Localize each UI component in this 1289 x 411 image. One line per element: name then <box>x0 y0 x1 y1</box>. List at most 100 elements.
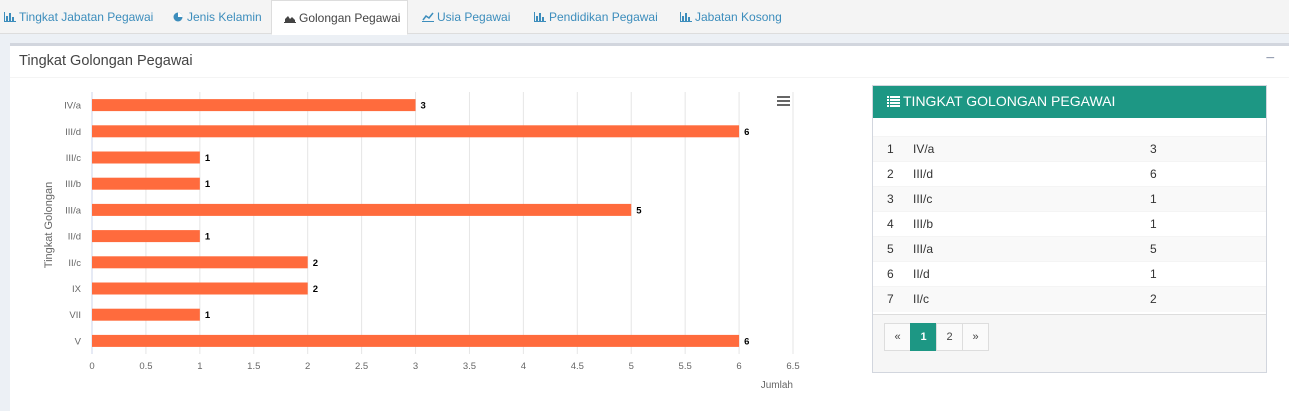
tab-usia-pegawai[interactable]: Usia Pegawai <box>422 0 512 34</box>
row-golongan: III/b <box>913 211 1150 237</box>
pie-chart-icon <box>173 12 183 22</box>
panel-header: Tingkat Golongan Pegawai − <box>10 46 1289 78</box>
bar[interactable] <box>92 203 632 216</box>
row-jumlah: 5 <box>1150 236 1266 262</box>
x-tick-label: 5 <box>629 361 634 372</box>
row-jumlah: 1 <box>1150 211 1266 237</box>
pagination-next[interactable]: » <box>962 323 989 351</box>
collapse-button[interactable]: − <box>1265 50 1275 67</box>
table-box-footer: « 1 2 » <box>873 314 1266 372</box>
tab-tingkat-jabatan-pegawai[interactable]: Tingkat Jabatan Pegawai <box>4 0 153 34</box>
table-row: 7 II/c 2 <box>873 286 1266 312</box>
golongan-table-box: TINGKAT GOLONGAN PEGAWAI 1 IV/a 3 2 III/d 6 3 I… <box>872 85 1267 373</box>
y-tick-label: III/b <box>65 179 81 190</box>
pagination-page-2[interactable]: 2 <box>936 323 963 351</box>
bar-data-label: 3 <box>421 101 426 112</box>
table-row: 6 II/d 1 <box>873 261 1266 287</box>
x-tick-label: 5.5 <box>679 361 692 372</box>
tab-label: Tingkat Jabatan Pegawai <box>19 10 154 24</box>
table-box-title: TINGKAT GOLONGAN PEGAWAI <box>903 93 1116 109</box>
chart-menu-icon[interactable] <box>777 96 790 106</box>
row-golongan: III/d <box>913 161 1150 187</box>
tab-bar: Tingkat Jabatan Pegawai Jenis Kelamin Golo… <box>0 0 1289 35</box>
table-box-header: TINGKAT GOLONGAN PEGAWAI <box>873 86 1266 118</box>
row-jumlah: 6 <box>1150 161 1266 187</box>
panel-title: Tingkat Golongan Pegawai <box>19 53 193 69</box>
bar-data-label: 2 <box>313 258 318 269</box>
row-jumlah: 1 <box>1150 261 1266 287</box>
bar-data-label: 6 <box>744 127 749 138</box>
line-chart-icon <box>422 12 434 22</box>
bar-chart-icon <box>680 12 692 22</box>
table-row: 1 IV/a 3 <box>873 136 1266 162</box>
x-tick-label: 3 <box>413 361 418 372</box>
golongan-table: 1 IV/a 3 2 III/d 6 3 III/c 1 4 III/b 1 5 III/a 5 6 II/d 1… <box>873 136 1266 312</box>
row-number: 3 <box>873 186 913 212</box>
table-row: 2 III/d 6 <box>873 161 1266 187</box>
row-number: 2 <box>873 161 913 187</box>
bar[interactable] <box>92 99 416 112</box>
bar[interactable] <box>92 256 308 269</box>
bar-data-label: 1 <box>205 232 211 243</box>
row-jumlah: 1 <box>1150 186 1266 212</box>
tab-label: Usia Pegawai <box>437 10 511 24</box>
row-jumlah: 2 <box>1150 286 1266 312</box>
bar-chart-icon <box>4 12 16 22</box>
bar[interactable] <box>92 230 200 243</box>
pagination-prev[interactable]: « <box>884 323 911 351</box>
tab-label: Pendidikan Pegawai <box>549 10 658 24</box>
x-tick-label: 6 <box>736 361 741 372</box>
bar-data-label: 6 <box>744 336 749 347</box>
y-tick-label: III/c <box>66 153 82 164</box>
y-tick-label: V <box>75 336 82 347</box>
row-golongan: III/c <box>913 186 1150 212</box>
row-jumlah: 3 <box>1150 136 1266 162</box>
bar-data-label: 2 <box>313 284 318 295</box>
row-golongan: II/c <box>913 286 1150 312</box>
x-tick-label: 3.5 <box>463 361 476 372</box>
row-number: 1 <box>873 136 913 162</box>
tab-jenis-kelamin[interactable]: Jenis Kelamin <box>172 0 262 34</box>
y-tick-label: II/c <box>68 258 81 269</box>
bar[interactable] <box>92 125 740 138</box>
row-golongan: III/a <box>913 236 1150 262</box>
row-golongan: II/d <box>913 261 1150 287</box>
bar[interactable] <box>92 282 308 295</box>
row-number: 4 <box>873 211 913 237</box>
area-chart-icon <box>284 16 296 23</box>
table-row: 5 III/a 5 <box>873 236 1266 262</box>
bar[interactable] <box>92 308 200 321</box>
x-axis-title: Jumlah <box>761 380 793 391</box>
tab-label: Jenis Kelamin <box>187 10 262 24</box>
pagination: « 1 2 » <box>884 323 989 351</box>
y-tick-label: III/a <box>65 205 82 216</box>
x-tick-label: 4 <box>521 361 526 372</box>
bar-data-label: 1 <box>205 310 211 321</box>
tab-jabatan-kosong[interactable]: Jabatan Kosong <box>680 0 782 34</box>
x-tick-label: 1 <box>197 361 202 372</box>
x-tick-label: 1.5 <box>247 361 260 372</box>
pagination-page-1[interactable]: 1 <box>910 323 937 351</box>
row-golongan: IV/a <box>913 136 1150 162</box>
y-tick-label: IV/a <box>64 101 82 112</box>
x-tick-label: 4.5 <box>571 361 584 372</box>
x-tick-label: 6.5 <box>786 361 799 372</box>
table-row: 4 III/b 1 <box>873 211 1266 237</box>
bar[interactable] <box>92 151 200 164</box>
tab-pendidikan-pegawai[interactable]: Pendidikan Pegawai <box>534 0 658 34</box>
y-tick-label: VII <box>69 310 81 321</box>
tab-golongan-pegawai[interactable]: Golongan Pegawai <box>271 0 408 35</box>
tab-label: Jabatan Kosong <box>695 10 782 24</box>
y-axis-title: Tingkat Golongan <box>43 182 55 268</box>
tab-label: Golongan Pegawai <box>299 11 401 25</box>
y-tick-label: III/d <box>65 127 81 138</box>
bar-data-label: 5 <box>636 205 642 216</box>
y-tick-label: IX <box>72 284 82 295</box>
list-icon <box>887 96 900 107</box>
row-number: 6 <box>873 261 913 287</box>
x-tick-label: 2 <box>305 361 310 372</box>
table-row: 3 III/c 1 <box>873 186 1266 212</box>
bar[interactable] <box>92 177 200 190</box>
bar[interactable] <box>92 334 740 347</box>
